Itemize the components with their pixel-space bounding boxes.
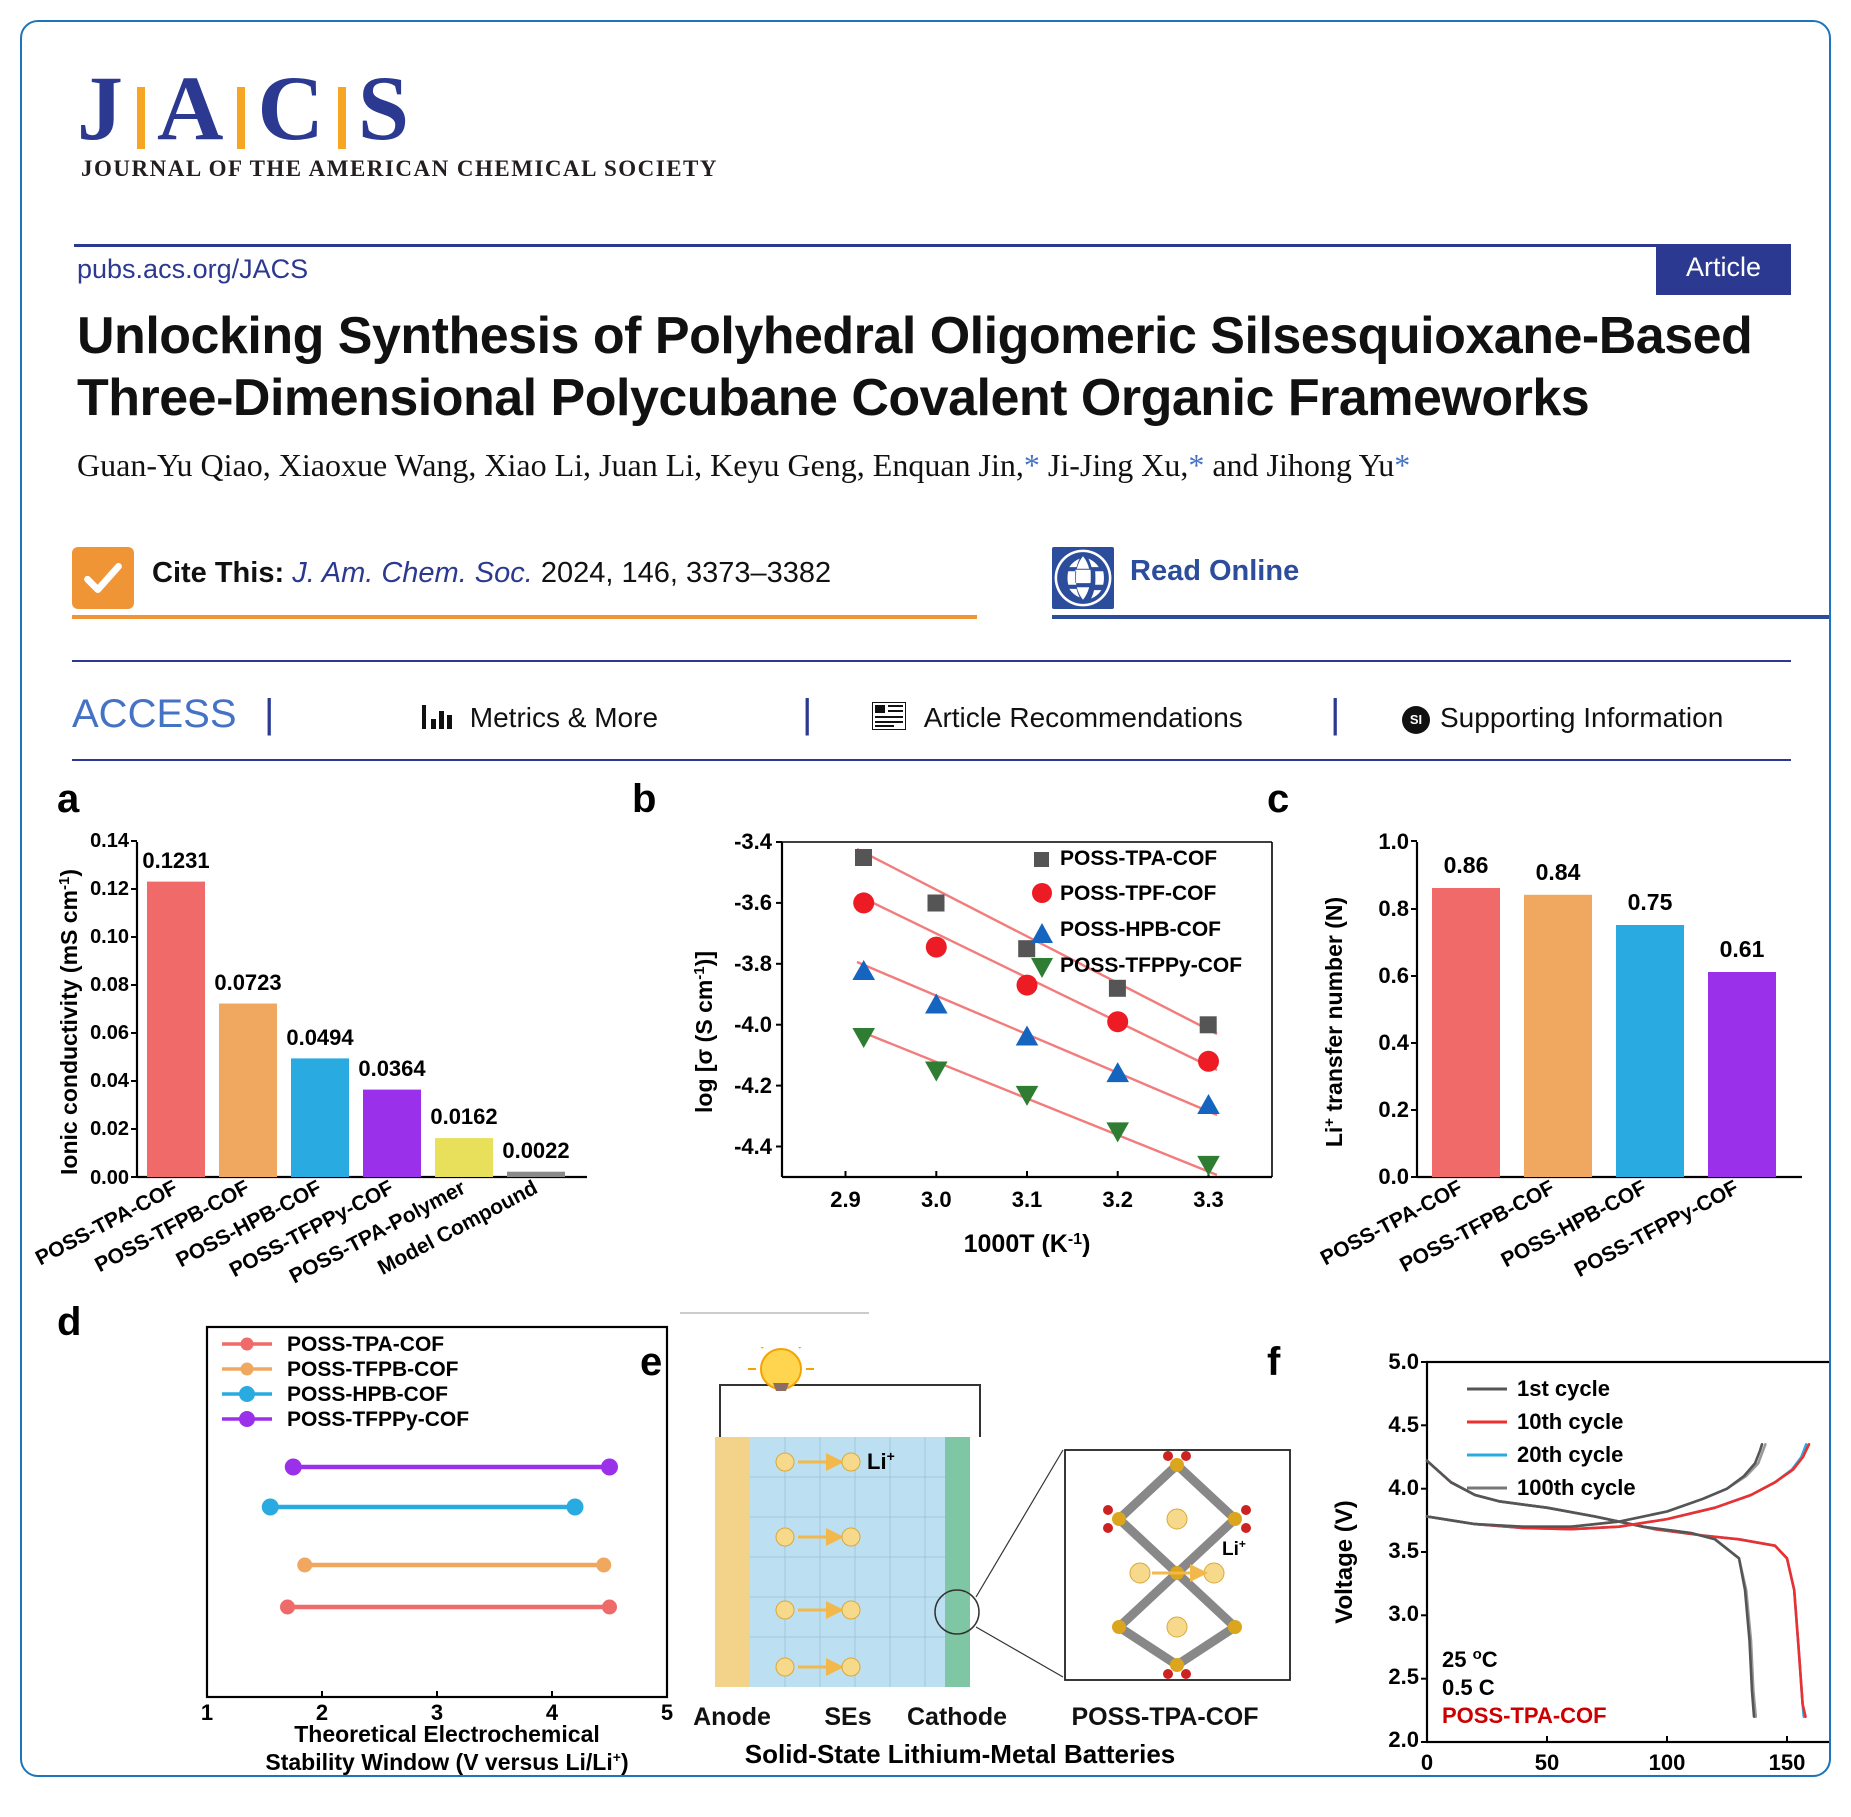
svg-text:0.02: 0.02 (90, 1118, 129, 1140)
svg-text:Cathode: Cathode (907, 1703, 1007, 1731)
svg-text:0.0022: 0.0022 (502, 1138, 569, 1163)
svg-text:4.0: 4.0 (1388, 1475, 1419, 1500)
svg-text:2.9: 2.9 (830, 1187, 861, 1212)
svg-text:0.14: 0.14 (90, 830, 130, 852)
svg-text:100th cycle: 100th cycle (1517, 1475, 1636, 1500)
svg-text:3.3: 3.3 (1193, 1187, 1224, 1212)
svg-text:Anode: Anode (693, 1703, 771, 1731)
svg-text:20th cycle: 20th cycle (1517, 1442, 1623, 1467)
svg-text:0.4: 0.4 (1378, 1030, 1409, 1055)
svg-text:0.0: 0.0 (1378, 1164, 1409, 1189)
svg-text:0.6: 0.6 (1378, 963, 1409, 988)
svg-text:0.12: 0.12 (90, 878, 129, 900)
svg-text:POSS-HPB-COF: POSS-HPB-COF (287, 1383, 448, 1406)
svg-text:5: 5 (661, 1700, 673, 1725)
svg-text:3.1: 3.1 (1012, 1187, 1043, 1212)
svg-text:0.06: 0.06 (90, 1022, 129, 1044)
svg-text:SEs: SEs (824, 1703, 871, 1731)
svg-text:2.0: 2.0 (1388, 1727, 1419, 1752)
svg-text:5.0: 5.0 (1388, 1349, 1419, 1374)
svg-text:50: 50 (1535, 1750, 1559, 1775)
svg-text:POSS-HPB-COF: POSS-HPB-COF (1060, 918, 1221, 941)
svg-text:1.0: 1.0 (1378, 829, 1409, 854)
svg-text:-4.4: -4.4 (734, 1134, 773, 1159)
svg-text:3.0: 3.0 (921, 1187, 952, 1212)
svg-text:0.10: 0.10 (90, 926, 129, 948)
svg-text:-3.8: -3.8 (734, 951, 772, 976)
svg-text:1000T (K-1): 1000T (K-1) (964, 1230, 1091, 1258)
svg-text:0.5 C: 0.5 C (1442, 1675, 1495, 1700)
svg-text:0.04: 0.04 (90, 1070, 130, 1092)
svg-text:POSS-TFPB-COF: POSS-TFPB-COF (1396, 1176, 1558, 1277)
svg-text:0.75: 0.75 (1628, 889, 1673, 915)
svg-text:3.2: 3.2 (1102, 1187, 1133, 1212)
svg-text:4.5: 4.5 (1388, 1412, 1419, 1437)
svg-text:0.0723: 0.0723 (214, 970, 281, 995)
svg-text:-3.6: -3.6 (734, 890, 772, 915)
svg-text:0.61: 0.61 (1720, 936, 1765, 962)
svg-text:0.86: 0.86 (1444, 852, 1489, 878)
svg-text:0.0494: 0.0494 (286, 1025, 354, 1050)
svg-text:Solid-State Lithium-Metal Batt: Solid-State Lithium-Metal Batteries (745, 1739, 1176, 1769)
svg-text:-4.0: -4.0 (734, 1012, 772, 1037)
svg-text:POSS-TPF-COF: POSS-TPF-COF (1060, 882, 1217, 905)
svg-text:POSS-TPA-COF: POSS-TPA-COF (1442, 1703, 1607, 1728)
svg-text:0.2: 0.2 (1378, 1097, 1409, 1122)
svg-text:0: 0 (1421, 1750, 1433, 1775)
svg-text:0.8: 0.8 (1378, 896, 1409, 921)
svg-text:POSS-TPA-COF: POSS-TPA-COF (1071, 1703, 1258, 1731)
svg-text:0.00: 0.00 (90, 1167, 129, 1189)
svg-text:0.1231: 0.1231 (142, 848, 209, 873)
svg-text:Capacity (mAh g-1): Capacity (mAh g-1) (1557, 1775, 1777, 1777)
svg-text:Ionic conductivity (mS cm-1): Ionic conductivity (mS cm-1) (56, 869, 83, 1175)
svg-text:0.0364: 0.0364 (358, 1056, 426, 1081)
svg-text:2.5: 2.5 (1388, 1664, 1419, 1689)
svg-text:Li+ transfer number (N): Li+ transfer number (N) (1321, 897, 1348, 1147)
svg-text:POSS-TFPB-COF: POSS-TFPB-COF (287, 1358, 459, 1381)
svg-text:POSS-TFPPy-COF: POSS-TFPPy-COF (1060, 954, 1242, 977)
svg-text:1st cycle: 1st cycle (1517, 1376, 1610, 1401)
svg-text:150: 150 (1769, 1750, 1806, 1775)
svg-text:POSS-TPA-COF: POSS-TPA-COF (287, 1333, 444, 1356)
svg-text:0.84: 0.84 (1536, 859, 1581, 885)
svg-text:Voltage (V): Voltage (V) (1331, 1500, 1358, 1624)
svg-text:-4.2: -4.2 (734, 1073, 772, 1098)
svg-text:100: 100 (1649, 1750, 1686, 1775)
svg-text:POSS-TFPPy-COF: POSS-TFPPy-COF (1571, 1176, 1743, 1277)
svg-text:0.0162: 0.0162 (430, 1104, 497, 1129)
svg-text:25 oC: 25 oC (1442, 1646, 1498, 1673)
svg-text:3.5: 3.5 (1388, 1538, 1419, 1563)
svg-text:3.0: 3.0 (1388, 1601, 1419, 1626)
svg-text:0.08: 0.08 (90, 974, 129, 996)
svg-text:Stability Window (V versus Li/: Stability Window (V versus Li/Li+) (265, 1749, 628, 1775)
svg-text:POSS-TFPPy-COF: POSS-TFPPy-COF (287, 1408, 469, 1431)
svg-text:POSS-TPA-COF: POSS-TPA-COF (1060, 847, 1217, 870)
svg-text:1: 1 (201, 1700, 213, 1725)
svg-text:log [σ (S cm-1)]: log [σ (S cm-1)] (691, 951, 718, 1113)
svg-text:-3.4: -3.4 (734, 829, 773, 854)
svg-text:10th cycle: 10th cycle (1517, 1409, 1623, 1434)
svg-text:Theoretical Electrochemical: Theoretical Electrochemical (294, 1721, 600, 1747)
